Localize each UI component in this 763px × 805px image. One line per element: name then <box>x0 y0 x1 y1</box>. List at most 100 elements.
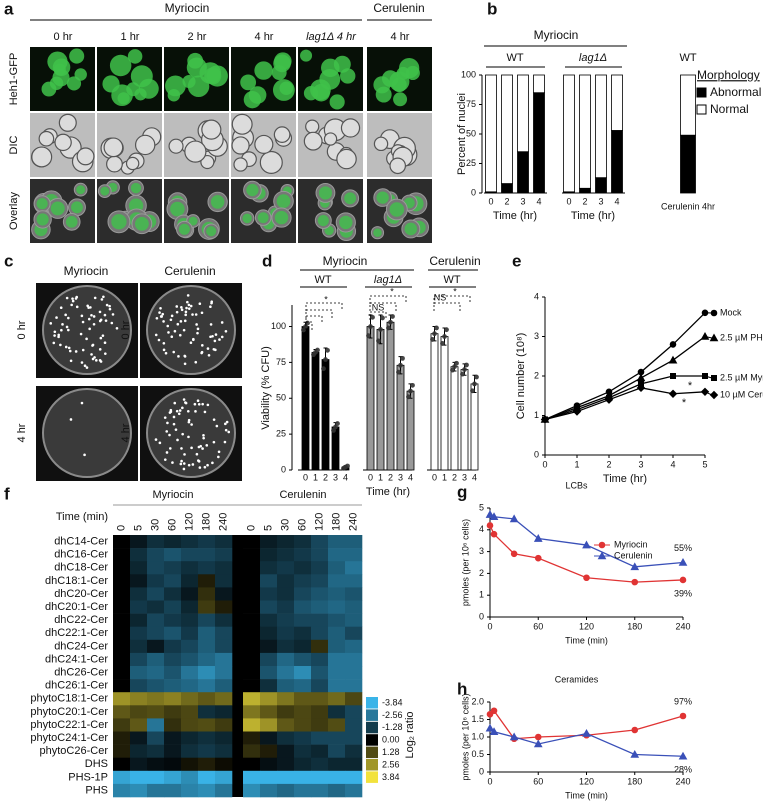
heat-cell <box>215 666 233 680</box>
colony <box>209 335 212 339</box>
heat-cell <box>113 626 131 641</box>
legend-label: Cerulenin <box>614 550 653 560</box>
replicate <box>398 362 403 368</box>
y-tick-label: 1.5 <box>471 714 484 724</box>
significance-bracket <box>305 321 313 330</box>
point <box>598 541 606 549</box>
row-label: dhC18:1-Cer <box>45 575 108 587</box>
heat-cell <box>181 692 199 706</box>
heat-cell <box>328 587 346 601</box>
heat-cell <box>215 626 233 641</box>
row-label: phytoC20:1-Cer <box>30 706 108 718</box>
heat-cell <box>294 692 312 706</box>
heat-cell <box>130 613 148 627</box>
heat-cell <box>243 666 261 680</box>
point <box>710 309 718 317</box>
point <box>510 550 518 558</box>
heat-cell <box>345 587 363 601</box>
heat-cell <box>277 587 295 601</box>
x-tick-label: 2 <box>323 472 328 482</box>
heat-cell <box>260 770 278 785</box>
colony <box>167 331 170 334</box>
colony <box>197 445 201 449</box>
header: Cerulenin <box>429 254 480 268</box>
heat-cell <box>311 639 329 654</box>
cell <box>373 136 389 152</box>
header: Myriocin <box>165 1 210 15</box>
heat-cell <box>215 561 233 575</box>
x-tick-label: 0 <box>488 196 493 206</box>
colony <box>162 341 166 345</box>
colony <box>99 336 103 340</box>
heat-cell <box>113 561 131 575</box>
colony <box>210 301 213 305</box>
replicate <box>345 463 350 469</box>
heat-cell <box>215 757 233 772</box>
colony <box>182 328 186 332</box>
colorbar-title: Log₂ ratio <box>404 711 416 758</box>
point <box>711 375 717 381</box>
x-tick-label: 5 <box>702 459 707 469</box>
heat-cell <box>113 783 131 798</box>
heat-cell <box>164 574 182 588</box>
cell <box>49 76 64 90</box>
bar <box>396 364 405 471</box>
column-label: 0 hr <box>54 31 73 43</box>
colony <box>103 341 107 345</box>
colony <box>64 313 67 317</box>
colony <box>190 446 193 450</box>
heat-cell <box>294 561 312 575</box>
heat-cell <box>294 705 312 719</box>
cell <box>170 201 185 217</box>
bar <box>321 359 330 471</box>
colony <box>173 401 177 405</box>
heat-cell <box>198 613 216 627</box>
x-tick-label: 1 <box>442 472 447 482</box>
column-label: 5 <box>262 525 274 531</box>
heat-cell <box>113 652 131 667</box>
colony <box>196 331 199 335</box>
point <box>582 728 591 737</box>
colony <box>87 317 91 321</box>
heat-cell <box>147 652 165 667</box>
chart-title: Ceramides <box>555 674 599 684</box>
heat-cell <box>164 666 182 680</box>
heat-cell <box>311 679 329 693</box>
heat-cell <box>294 574 312 588</box>
heat-cell <box>294 626 312 641</box>
heat-cell <box>113 587 131 601</box>
colony <box>98 310 102 314</box>
panel-label: g <box>457 482 467 501</box>
cell <box>404 222 418 236</box>
heat-cell <box>181 561 199 575</box>
plate <box>146 285 236 375</box>
colony <box>179 320 183 323</box>
heat-cell <box>345 783 363 798</box>
heat-cell <box>164 587 182 601</box>
column-label: 60 <box>296 519 308 531</box>
column-label: 30 <box>149 519 161 531</box>
cell <box>38 130 55 147</box>
colony <box>170 335 174 339</box>
heat-cell <box>164 626 182 641</box>
significance-bracket <box>369 295 407 304</box>
bar <box>430 333 439 471</box>
heat-cell <box>181 770 199 785</box>
point <box>678 557 688 566</box>
point <box>486 710 494 718</box>
bar-segment <box>501 183 513 194</box>
row-label: 0 hr <box>120 320 132 339</box>
colony <box>59 343 62 347</box>
cell <box>130 182 142 194</box>
row-label: dhC24:1-Cer <box>45 653 108 665</box>
colony <box>206 403 210 407</box>
heat-cell <box>198 626 216 641</box>
point <box>709 390 719 400</box>
cell <box>168 138 184 154</box>
colony <box>196 327 200 331</box>
row-label: phytoC26-Cer <box>40 745 109 757</box>
legend-title: Morphology <box>697 68 760 82</box>
heat-cell <box>215 600 233 614</box>
column-label: 4 hr <box>255 31 274 43</box>
heat-cell <box>311 574 329 588</box>
